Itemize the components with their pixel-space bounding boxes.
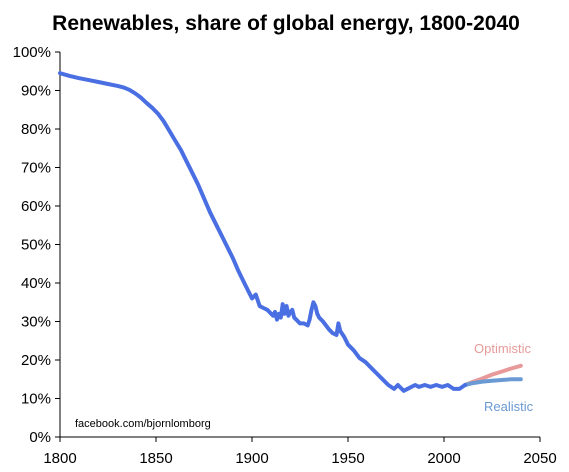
y-tick-label: 100% [13,44,51,61]
chart-title: Renewables, share of global energy, 1800… [52,12,520,35]
y-tick-label: 90% [21,83,51,100]
series-label-optimistic: Optimistic [474,341,532,356]
y-tick-label: 0% [29,429,51,446]
y-tick-label: 20% [21,352,51,369]
y-tick-label: 60% [21,198,51,215]
y-tick-label: 80% [21,121,51,138]
y-tick-label: 10% [21,391,51,408]
series-lines [58,71,523,393]
x-tick-label: 1950 [331,450,364,467]
historical-series-line [58,71,468,393]
x-tick-label: 2000 [427,450,460,467]
x-tick-label: 2050 [523,450,556,467]
y-tick-label: 30% [21,314,51,331]
y-axis-ticks: 0% 10% 20% 30% 40% 50% 60% 70% 80% 90% 100% [13,44,60,446]
x-tick-label: 1800 [43,450,76,467]
series-label-realistic: Realistic [484,399,534,414]
y-tick-label: 50% [21,237,51,254]
source-credit: facebook.com/bjornlomborg [75,418,211,430]
x-tick-label: 1850 [139,450,172,467]
y-tick-label: 40% [21,275,51,292]
y-tick-label: 70% [21,160,51,177]
realistic-series-line [463,377,523,387]
x-tick-label: 1900 [235,450,268,467]
axes [59,52,540,438]
x-axis-ticks: 1800 1850 1900 1950 2000 2050 [43,437,557,467]
